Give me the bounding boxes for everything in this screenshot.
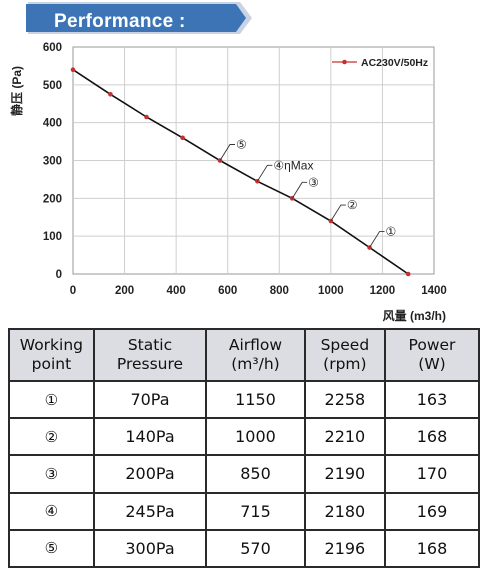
header-line: Power — [408, 336, 456, 354]
header-static-pressure: Static Pressure — [92, 328, 208, 382]
banner-title: Performance : — [54, 11, 186, 32]
x-tick-label: 400 — [167, 285, 186, 297]
cell-pressure: 200Pa — [92, 454, 208, 494]
header-line: Airflow — [228, 336, 283, 354]
data-point — [108, 91, 113, 97]
header-line: Pressure — [116, 355, 184, 373]
header-line: point — [31, 355, 72, 373]
header-line: (W) — [418, 355, 446, 373]
cell-point: ② — [8, 417, 95, 457]
header-line: Static — [127, 336, 173, 354]
annotation-label: ④ηMax — [273, 158, 313, 172]
header-line: (rpm) — [323, 355, 367, 373]
x-tick-label: 0 — [70, 285, 76, 297]
cell-power: 169 — [383, 491, 481, 531]
annotation-label: ③ — [308, 175, 319, 189]
table-row: ② 140Pa 1000 2210 168 — [8, 417, 481, 457]
x-tick-label: 200 — [115, 285, 134, 297]
y-tick-label: 200 — [43, 193, 62, 205]
cell-pressure: 300Pa — [92, 528, 208, 569]
table-row: ③ 200Pa 850 2190 170 — [8, 454, 481, 494]
annotation-leader — [219, 144, 235, 161]
annotation-label: ② — [347, 198, 358, 212]
cell-airflow: 850 — [205, 454, 306, 494]
series-line — [72, 69, 409, 275]
y-tick-label: 500 — [43, 80, 62, 92]
x-axis-label: 风量 (m3/h) — [383, 309, 446, 323]
header-line: Speed — [320, 336, 370, 354]
annotation-leader — [256, 164, 273, 182]
y-tick-label: 300 — [43, 156, 62, 168]
performance-chart: 0 200 400 600 800 1000 1200 1400 0 100 200 300 400 50… — [9, 42, 447, 323]
cell-speed: 2180 — [303, 491, 386, 531]
y-tick-label: 0 — [56, 269, 62, 281]
y-tick-label: 600 — [43, 42, 62, 54]
table-header-row: Working point Static Pressure Airflow (m… — [8, 328, 481, 382]
table-row: ① 70Pa 1150 2258 163 — [8, 379, 481, 420]
legend-label: AC230V/50Hz — [361, 57, 428, 69]
chart-axes: 0 200 400 600 800 1000 1200 1400 0 100 200 300 400 50… — [43, 42, 447, 297]
header-power: Power (W) — [383, 328, 481, 382]
cell-power: 168 — [383, 417, 481, 457]
data-point — [405, 271, 411, 277]
cell-airflow: 570 — [205, 528, 306, 569]
cell-point: ⑤ — [8, 528, 95, 569]
cell-point: ④ — [8, 491, 95, 531]
chart-grid — [72, 46, 435, 275]
banner-background — [26, 2, 252, 34]
cell-point: ③ — [8, 454, 95, 494]
x-tick-label: 1000 — [318, 285, 344, 297]
chart-series — [70, 67, 411, 277]
cell-speed: 2196 — [303, 528, 386, 569]
x-tick-label: 600 — [218, 285, 237, 297]
table-row: ④ 245Pa 715 2180 169 — [8, 491, 481, 531]
header-airflow: Airflow (m³/h) — [205, 328, 306, 382]
header-working-point: Working point — [8, 328, 95, 382]
cell-power: 168 — [383, 528, 481, 569]
cell-airflow: 1150 — [205, 379, 306, 420]
y-axis-label: 静压 (Pa) — [9, 66, 24, 116]
cell-pressure: 70Pa — [92, 379, 208, 420]
cell-speed: 2190 — [303, 454, 386, 494]
y-tick-label: 400 — [43, 118, 62, 130]
cell-power: 170 — [383, 454, 481, 494]
annotation-label: ① — [386, 225, 397, 239]
chart-annotations: ① ② ③ ④ηMax ⑤ — [219, 138, 397, 248]
x-tick-label: 1400 — [421, 285, 447, 297]
x-tick-label: 800 — [270, 285, 289, 297]
cell-pressure: 140Pa — [92, 417, 208, 457]
cell-airflow: 1000 — [205, 417, 306, 457]
header-line: (m³/h) — [231, 355, 280, 373]
header-speed: Speed (rpm) — [303, 328, 386, 382]
cell-point: ① — [8, 379, 95, 420]
cell-speed: 2258 — [303, 379, 386, 420]
annotation-leader — [291, 181, 308, 199]
data-point — [180, 135, 185, 141]
y-tick-label: 100 — [43, 231, 62, 243]
annotation-leader — [369, 231, 385, 248]
cell-airflow: 715 — [205, 491, 306, 531]
data-point — [144, 114, 149, 120]
table-row: ⑤ 300Pa 570 2196 168 — [8, 528, 481, 569]
cell-power: 163 — [383, 379, 481, 420]
data-point — [70, 67, 76, 72]
annotation-leader — [330, 204, 346, 222]
performance-table: Working point Static Pressure Airflow (m… — [8, 328, 481, 569]
x-tick-label: 1200 — [370, 285, 396, 297]
cell-speed: 2210 — [303, 417, 386, 457]
cell-pressure: 245Pa — [92, 491, 208, 531]
legend-marker — [342, 59, 347, 65]
chart-legend: AC230V/50Hz — [332, 57, 428, 69]
header-line: Working — [19, 336, 83, 354]
annotation-label: ⑤ — [236, 138, 247, 152]
